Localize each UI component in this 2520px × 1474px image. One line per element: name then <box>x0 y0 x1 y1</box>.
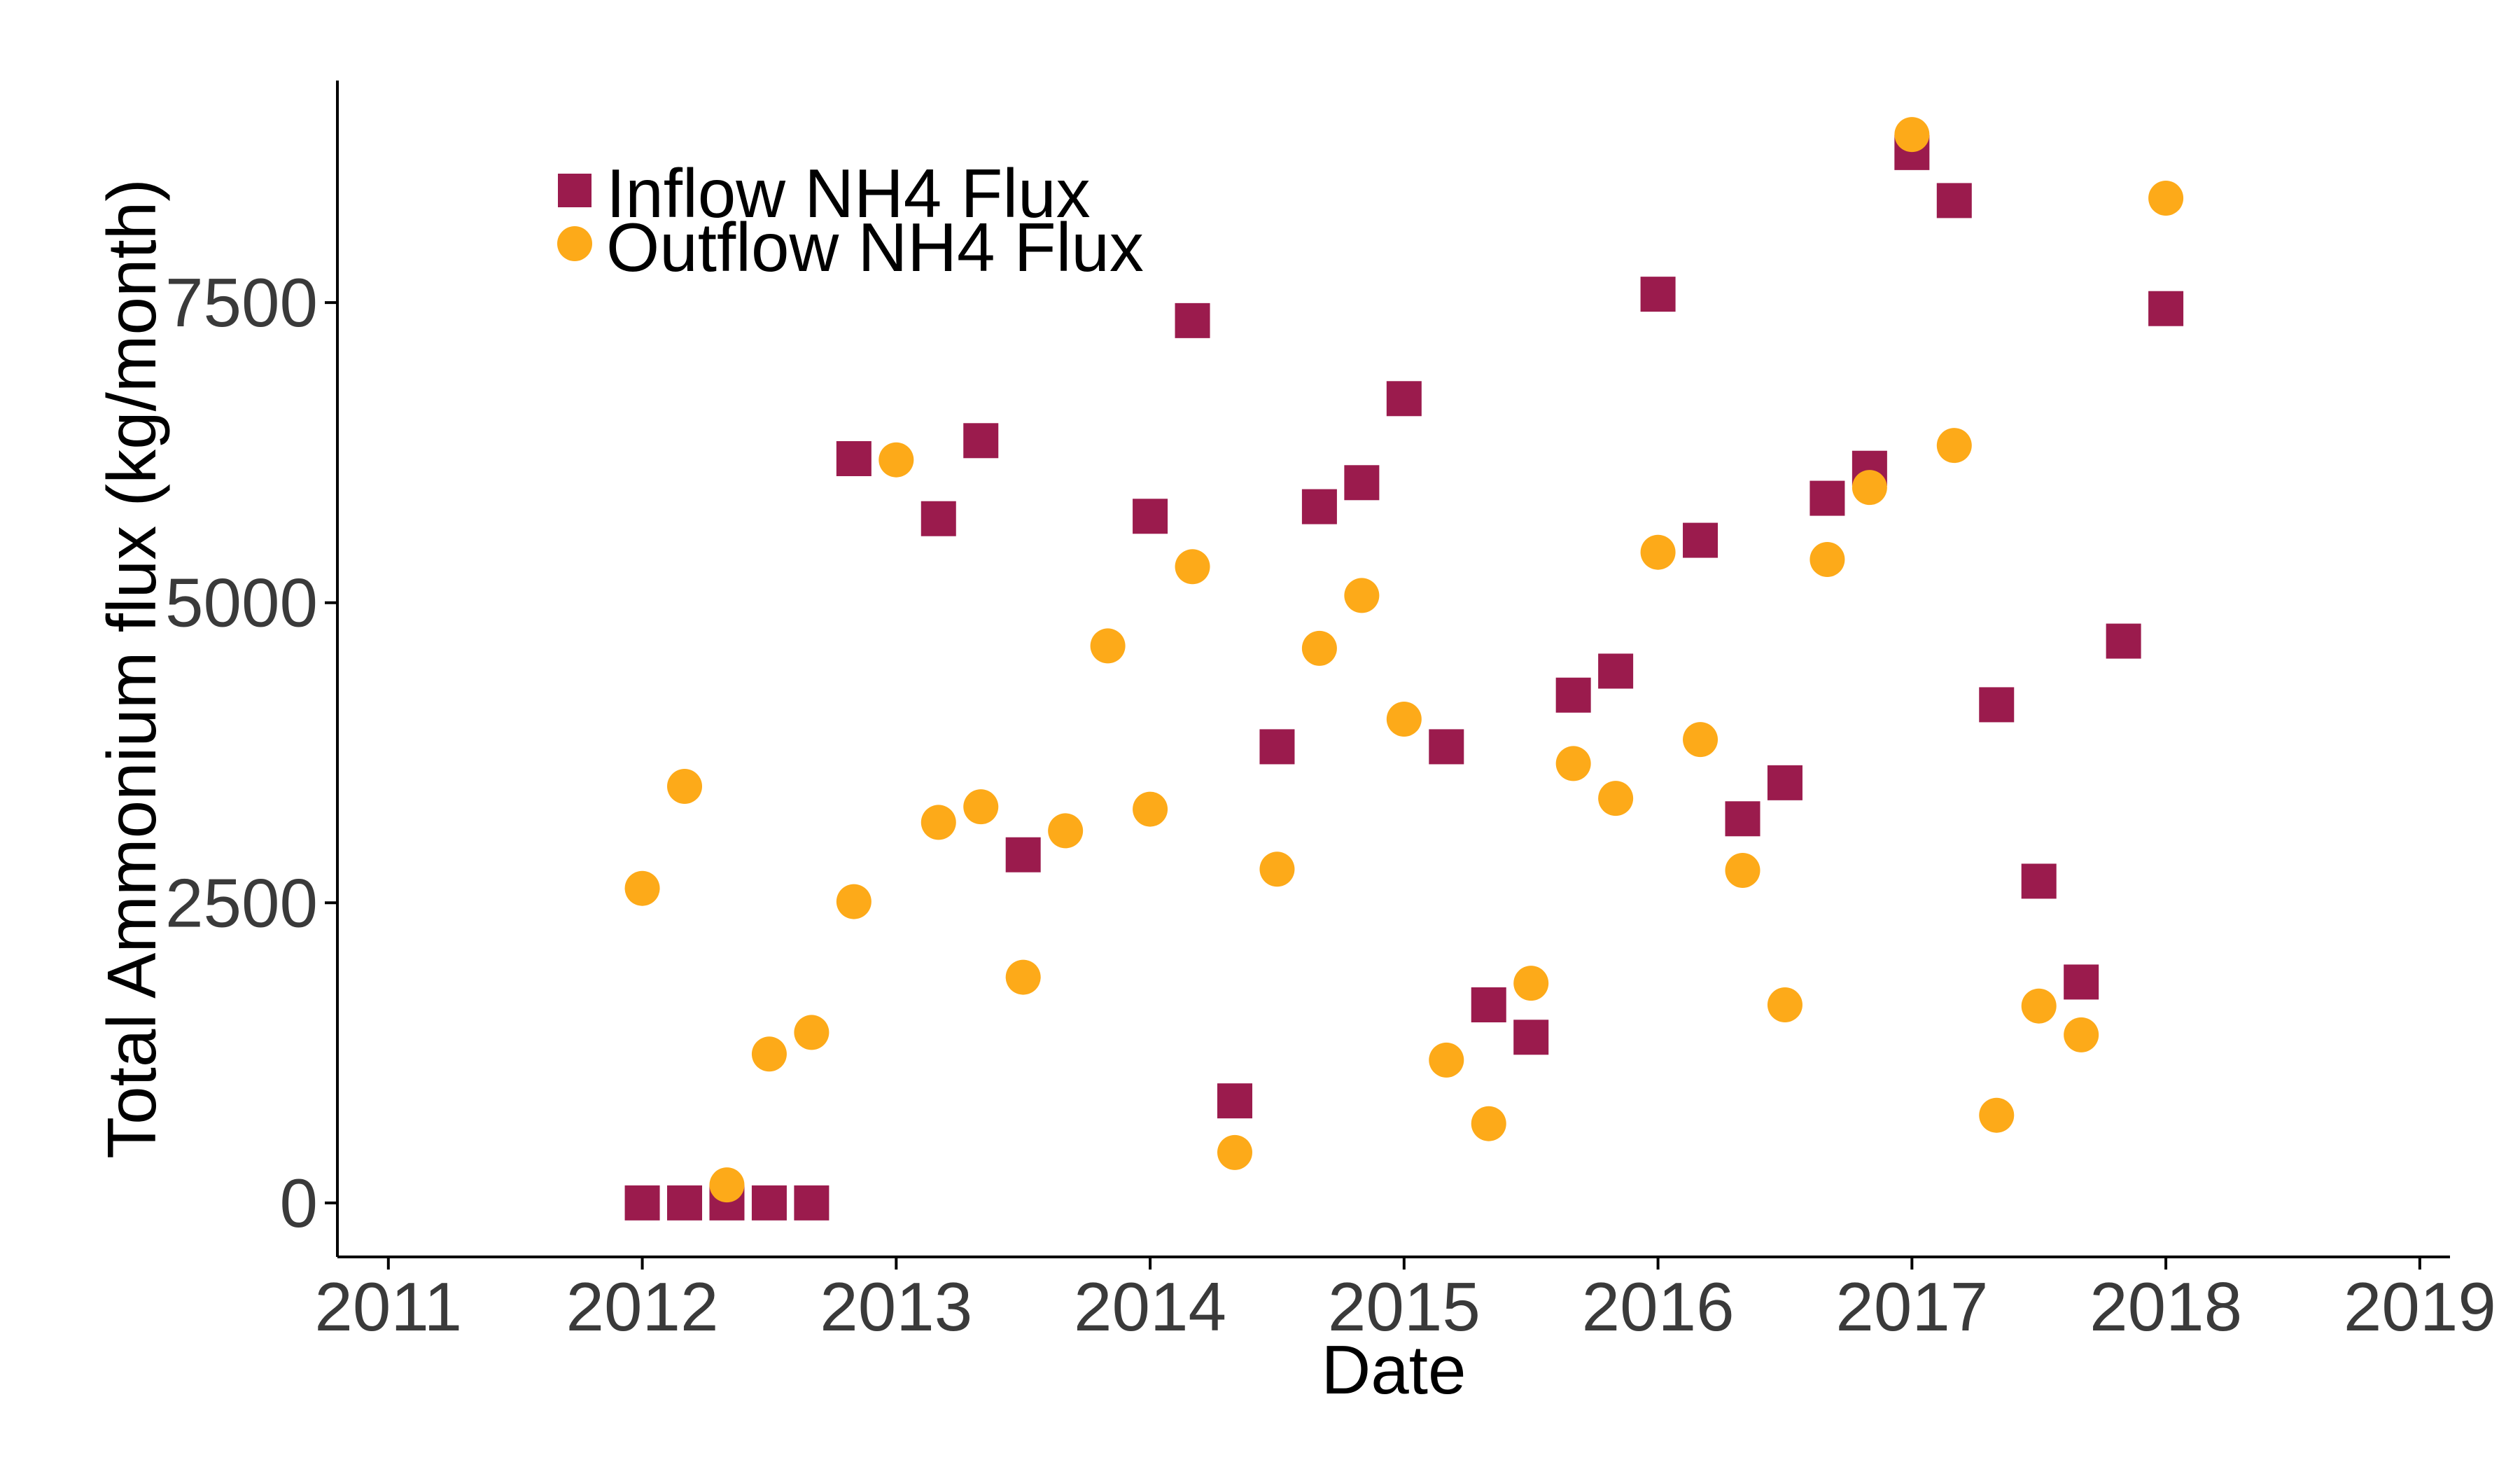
inflow-point <box>1936 183 1972 218</box>
inflow-point <box>624 1185 660 1221</box>
inflow-point <box>2021 863 2057 899</box>
inflow-point <box>1555 677 1591 713</box>
outflow-point <box>1090 628 1126 664</box>
inflow-point <box>1259 729 1295 765</box>
inflow-point <box>1386 381 1422 417</box>
y-tick-label: 2500 <box>165 864 318 941</box>
outflow-point <box>1344 578 1380 613</box>
x-tick-label: 2013 <box>820 1268 972 1345</box>
inflow-point <box>1471 987 1506 1022</box>
inflow-point <box>1767 765 1802 800</box>
outflow-point <box>1894 117 1930 153</box>
legend-marker-inflow <box>558 174 592 207</box>
inflow-point <box>1133 499 1168 534</box>
inflow-point <box>1979 687 2015 723</box>
outflow-point <box>2021 988 2057 1024</box>
outflow-point <box>878 442 914 478</box>
y-axis-title: Total Ammonium flux (kg/month) <box>93 179 170 1159</box>
inflow-point <box>963 423 999 459</box>
inflow-point <box>751 1185 787 1221</box>
x-axis-ticks: 2011 2012 2013 2014 2015 2016 2017 2018 2019 <box>314 1257 2496 1345</box>
y-tick-label: 7500 <box>165 264 318 341</box>
outflow-point <box>1133 791 1168 827</box>
outflow-point <box>1725 853 1760 888</box>
outflow-point <box>1851 470 1887 506</box>
inflow-point <box>1005 837 1041 872</box>
outflow-point <box>1767 987 1802 1022</box>
inflow-point <box>1640 277 1676 312</box>
inflow-point <box>667 1185 703 1221</box>
legend-label-outflow: Outflow NH4 Flux <box>606 209 1144 286</box>
inflow-point <box>1725 801 1760 837</box>
outflow-point <box>1005 959 1041 995</box>
inflow-point <box>836 441 872 476</box>
x-tick-label: 2012 <box>566 1268 719 1345</box>
outflow-point <box>794 1015 830 1050</box>
outflow-point <box>709 1167 745 1203</box>
inflow-point <box>1683 522 1718 558</box>
x-tick-label: 2015 <box>1328 1268 1480 1345</box>
x-axis-title: Date <box>1321 1331 1466 1408</box>
inflow-point <box>1809 480 1845 516</box>
outflow-point <box>1259 851 1295 887</box>
outflow-point <box>1048 813 1084 849</box>
legend-marker-outflow <box>557 226 592 261</box>
legend-label-inflow: Inflow NH4 Flux <box>606 155 1091 232</box>
inflow-point <box>1344 465 1380 501</box>
x-tick-label: 2019 <box>2344 1268 2496 1345</box>
y-tick-label: 5000 <box>165 564 318 641</box>
outflow-point <box>1301 630 1337 666</box>
inflow-point <box>1175 303 1210 338</box>
x-tick-label: 2017 <box>1835 1268 1988 1345</box>
outflow-point <box>1936 428 1972 464</box>
outflow-point <box>624 870 660 906</box>
outflow-point <box>1471 1106 1506 1141</box>
outflow-point <box>963 789 999 825</box>
inflow-point <box>1301 489 1337 524</box>
axes <box>336 81 2450 1258</box>
y-axis-ticks: 0 2500 5000 7500 <box>165 264 337 1242</box>
x-tick-label: 2018 <box>2090 1268 2242 1345</box>
outflow-point <box>1175 549 1210 585</box>
data-points <box>624 117 2184 1221</box>
outflow-point <box>1555 746 1591 781</box>
outflow-point <box>1513 966 1549 1001</box>
outflow-point <box>836 884 872 919</box>
outflow-point <box>1979 1097 2015 1133</box>
outflow-point <box>1386 702 1422 737</box>
inflow-point <box>1217 1083 1252 1119</box>
outflow-point <box>1217 1134 1252 1170</box>
inflow-series <box>624 134 2184 1221</box>
inflow-point <box>1429 729 1464 765</box>
inflow-point <box>794 1185 830 1221</box>
outflow-point <box>751 1036 787 1072</box>
legend: Inflow NH4 Flux Outflow NH4 Flux <box>557 155 1144 286</box>
inflow-point <box>2106 623 2141 659</box>
outflow-point <box>667 769 703 804</box>
inflow-point <box>1598 653 1634 689</box>
inflow-point <box>2064 964 2099 1000</box>
outflow-point <box>1598 781 1634 816</box>
outflow-series <box>624 117 2184 1203</box>
x-tick-label: 2011 <box>314 1268 462 1345</box>
inflow-point <box>2148 291 2184 326</box>
outflow-point <box>1640 534 1676 570</box>
outflow-point <box>2064 1017 2099 1052</box>
outflow-point <box>2148 181 2184 216</box>
outflow-point <box>1683 722 1718 758</box>
outflow-point <box>1429 1042 1464 1078</box>
inflow-point <box>1513 1020 1549 1055</box>
x-tick-label: 2016 <box>1582 1268 1735 1345</box>
x-tick-label: 2014 <box>1074 1268 1226 1345</box>
outflow-point <box>1809 542 1845 577</box>
y-tick-label: 0 <box>279 1164 318 1242</box>
inflow-point <box>920 501 956 536</box>
outflow-point <box>920 805 956 840</box>
